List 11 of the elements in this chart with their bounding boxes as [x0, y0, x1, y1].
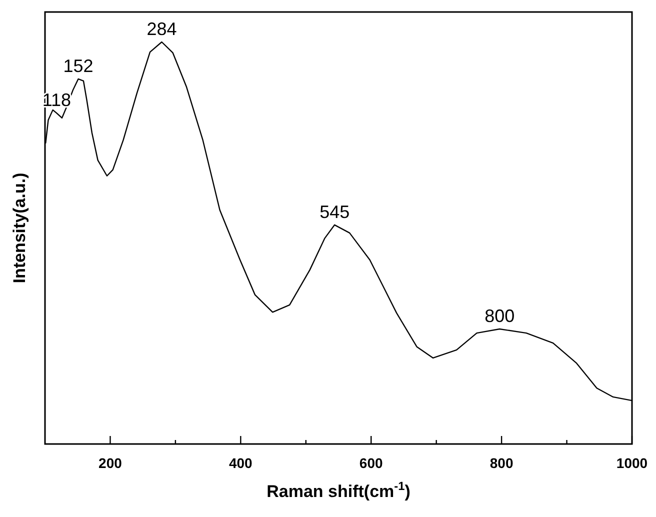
x-tick-label: 200	[98, 455, 122, 471]
annotation: 152	[63, 56, 94, 76]
x-tick-label: 400	[228, 455, 253, 471]
x-tick-label: 600	[359, 455, 384, 471]
x-tick-label: 800	[490, 455, 514, 471]
x-axis-title: Raman shift(cm$^{-1}$)	[266, 479, 410, 501]
annotation: 284	[146, 19, 177, 39]
x-tick-label: 1000	[616, 455, 648, 471]
y-axis-title: Intensity(a.u.)	[10, 172, 29, 284]
annotation: 545	[320, 202, 350, 222]
annotation: 800	[484, 306, 515, 326]
